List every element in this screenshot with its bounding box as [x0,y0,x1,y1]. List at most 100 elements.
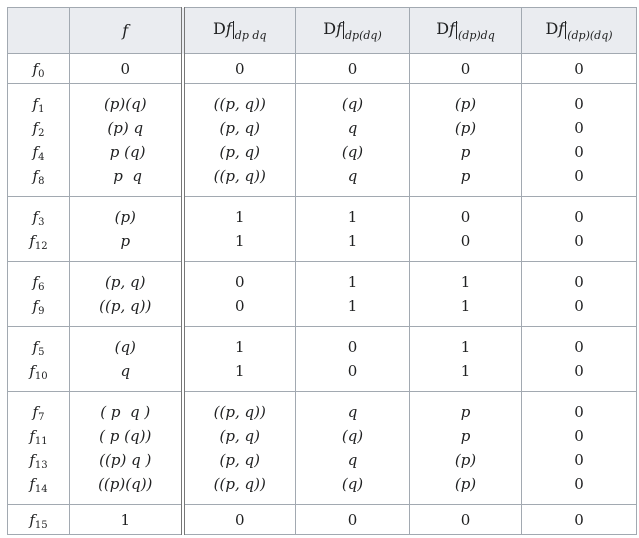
derivative-value: 0 [234,59,245,78]
derivative-value: 0 [574,362,584,380]
derivative-value: 1 [460,338,471,356]
f-symbol: f [29,362,35,380]
derivative-value: 0 [574,119,584,137]
f-index: 15 [34,519,48,531]
derivative-value: 0 [574,167,584,185]
derivative-value: (q) [341,95,364,113]
f-var: f [336,19,342,38]
derivative-value: 1 [234,338,245,356]
function-expression: (p)(q) [103,95,147,113]
header-row: f Df dp dq Df dp(dq) Df (dp)dq Df (dp)(dq) [7,7,637,54]
derivative-value: 0 [460,59,471,78]
derivative-value: (p, q) [219,427,260,445]
table-row-group: f0 0 0 0 0 0 [7,53,637,84]
derivative-value: 0 [234,273,245,291]
derivative-value: (p) [454,475,477,493]
function-name: f8 [8,164,69,188]
derivative-value: q [347,451,358,469]
derivative-value: 0 [234,510,245,529]
function-label-cell: f5 f10 [7,326,70,392]
derivative-value: ((p, q)) [213,95,266,113]
derivative-value: 0 [574,95,584,113]
function-expression-cell: (p, q) ((p, q)) [69,261,185,327]
function-name: f2 [8,116,69,140]
function-expression: (p) q [107,119,144,137]
function-expression-cell: 0 [69,53,185,84]
derivative-cell: ((p, q)) (p, q) (p, q) ((p, q)) [182,391,296,505]
function-expression: p [120,232,131,250]
table-row-group: f5 f10 (q) q 1 1 0 0 1 1 0 0 [7,326,637,392]
function-expression: p q [108,167,142,185]
derivative-value: 0 [574,232,584,250]
function-label-cell: f7 f11 f13 f14 [7,391,70,505]
f-var: f [558,19,565,38]
derivative-value: (p) [454,119,477,137]
deriv-header: Df dp(dq) [295,7,410,54]
function-name: f11 [8,424,69,448]
deriv-subscript: dp dq [234,29,267,42]
derivative-cell: 0 0 0 0 [521,83,637,197]
derivative-value: p [460,403,471,421]
derivative-value: 0 [574,273,584,291]
f-symbol: f [29,232,35,250]
f-index: 8 [38,176,45,187]
derivative-value: 0 [347,510,358,529]
derivative-value: (p) [454,95,477,113]
derivative-value: p [460,143,471,161]
derivative-cell: 0 [295,53,410,84]
derivative-value: (q) [341,143,364,161]
derivative-value: 1 [347,297,358,315]
derivative-cell: 0 [182,53,296,84]
derivative-cell: 0 [182,504,296,535]
f-symbol: f [32,167,39,185]
f-symbol: f [32,297,39,315]
d-operator: D [436,19,450,38]
derivative-value: q [347,119,358,137]
function-label-cell: f3 f12 [7,196,70,262]
function-name: f0 [8,57,69,81]
derivative-cell: 0 [409,53,522,84]
derivative-value: (q) [341,475,364,493]
derivative-value: 0 [347,59,358,78]
f-header-label: f [122,21,129,40]
derivative-value: 0 [574,143,584,161]
function-expression: (p) [114,208,136,226]
f-index: 0 [38,68,45,80]
derivative-value: (q) [341,427,364,445]
f-symbol: f [29,427,35,445]
derivative-value: 0 [460,208,471,226]
f-index: 11 [34,436,48,447]
f-symbol: f [32,273,39,291]
table-row-group: f1 f2 f4 f8 (p)(q) (p) q p (q) p q ((p, q)) (p,… [7,83,637,197]
function-label-cell: f15 [7,504,70,535]
f-index: 9 [38,306,45,317]
d-operator: D [545,19,559,38]
function-expression: (q) [114,338,136,356]
derivative-cell: ((p, q)) (p, q) (p, q) ((p, q)) [182,83,296,197]
function-name: f14 [8,472,69,496]
function-label-cell: f1 f2 f4 f8 [7,83,70,197]
function-label-cell: f0 [7,53,70,84]
derivative-value: (p, q) [219,119,260,137]
f-index: 5 [38,347,45,358]
derivative-value: 1 [347,208,358,226]
derivative-value: 1 [234,362,245,380]
derivative-cell: p p (p) (p) [409,391,522,505]
function-expression-cell: ( p q ) ( p (q)) ((p) q ) ((p)(q)) [69,391,185,505]
function-expression: (p, q) [105,273,146,291]
table-row-group: f3 f12 (p) p 1 1 1 1 0 0 0 0 [7,196,637,262]
derivative-cell: 0 [521,504,637,535]
derivative-value: 0 [234,297,245,315]
f-symbol: f [29,451,35,469]
f-symbol: f [29,475,35,493]
derivative-cell: 0 [295,504,410,535]
derivative-value: 0 [574,297,584,315]
derivative-value: 1 [347,273,358,291]
function-expression: ( p (q)) [99,427,152,445]
f-index: 14 [34,484,48,495]
f-index: 2 [38,128,45,139]
